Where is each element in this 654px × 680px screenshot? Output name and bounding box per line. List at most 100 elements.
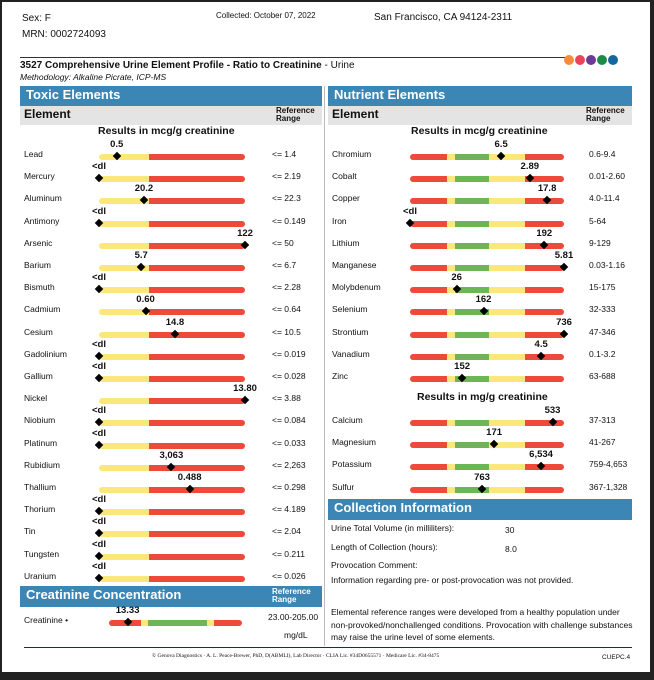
bar-segment (140, 620, 148, 626)
toxic-panel: Toxic Elements Element Reference Range (20, 86, 322, 125)
bar-segment (525, 420, 564, 426)
result-bar (99, 242, 245, 249)
bar-segment (148, 176, 245, 183)
report-title: 3527 Comprehensive Urine Element Profile… (20, 60, 355, 72)
element-row: Tin <dl <= 2.04 (20, 516, 320, 540)
reference-range: <= 2.28 (272, 282, 301, 293)
bar-segment (454, 176, 489, 183)
result-bar (410, 353, 564, 360)
reference-range: 37-313 (589, 415, 616, 425)
patient-sex: Sex: F (22, 13, 51, 24)
result-value: 533 (544, 405, 561, 416)
result-bar (99, 309, 245, 316)
result-value: <dl (92, 538, 106, 550)
bar-segment (99, 398, 149, 405)
element-name: Zinc (332, 371, 349, 381)
collection-header: Collection Information (328, 499, 632, 520)
element-name: Uranium (24, 570, 57, 581)
bar-segment (446, 287, 455, 294)
bar-segment (148, 464, 245, 471)
bar-segment (99, 464, 149, 471)
element-col-label: Element (24, 107, 71, 121)
element-row: Magnesium 171 41-267 (328, 427, 628, 451)
bar-segment (454, 353, 489, 360)
bar-segment (446, 464, 455, 471)
report-title-suffix: - Urine (321, 60, 355, 71)
creatinine-unit: mg/dL (284, 630, 308, 640)
result-value: 152 (454, 361, 471, 372)
element-row: Lithium 192 9-129 (328, 227, 628, 252)
bar-segment (99, 331, 149, 338)
result-value: 0.60 (136, 294, 155, 306)
element-name: Copper (332, 193, 360, 204)
bar-segment (148, 353, 245, 360)
bar-segment (446, 154, 455, 160)
element-name: Cadmium (24, 304, 61, 315)
bar-segment (446, 198, 455, 205)
result-value: 0.488 (177, 472, 202, 483)
bar-segment (410, 464, 447, 471)
nutrient-units-mcg: Results in mcg/g creatinine (411, 125, 548, 137)
element-row: Manganese 5.81 0.03-1.16 (328, 250, 628, 274)
bar-segment (148, 487, 245, 493)
bar-segment (148, 154, 245, 160)
element-row: Thorium <dl <= 4.189 (20, 494, 320, 518)
result-value: 4.5 (534, 338, 548, 350)
bar-segment (410, 331, 447, 338)
element-name: Manganese (332, 260, 377, 270)
element-row: Cobalt 2.89 0.01-2.60 (328, 161, 628, 185)
element-name: Aluminum (24, 193, 62, 204)
nutrient-panel: Nutrient Elements Element Reference Range (328, 86, 632, 125)
element-name: Selenium (332, 304, 368, 315)
bar-segment (410, 220, 447, 227)
element-name: Mercury (24, 171, 55, 182)
result-bar (99, 287, 245, 294)
toxic-subheader: Element Reference Range (20, 106, 322, 125)
element-name: Magnesium (332, 437, 376, 448)
bar-segment (148, 398, 245, 405)
reference-note: Elemental reference ranges were develope… (331, 607, 633, 642)
bar-segment (99, 509, 149, 516)
bar-segment (488, 464, 526, 471)
result-value: <dl (92, 205, 106, 217)
reference-range: <= 2.19 (272, 171, 301, 182)
bar-segment (410, 242, 447, 249)
ref-col-label: Reference Range (586, 106, 625, 123)
length-value: 8.0 (505, 544, 517, 554)
report-title-text: 3527 Comprehensive Urine Element Profile… (20, 60, 322, 71)
element-name: Barium (24, 260, 51, 270)
reference-range: <= 2.04 (272, 526, 301, 537)
bar-segment (99, 154, 149, 160)
result-value: 13.80 (233, 383, 257, 395)
element-name: Gadolinium (24, 348, 67, 359)
result-bar (99, 398, 245, 405)
reference-range: 5-64 (589, 215, 607, 226)
bar-segment (454, 154, 489, 160)
element-name: Potassium (332, 459, 372, 470)
reference-range: <= 0.084 (272, 415, 306, 426)
element-row: Sulfur 763 367-1,328 (328, 472, 628, 496)
reference-range: <= 6.7 (272, 260, 297, 270)
bar-segment (454, 309, 489, 316)
result-value: 192 (536, 227, 553, 239)
result-bar (99, 420, 245, 427)
result-value: 0.5 (110, 139, 124, 150)
bar-segment (525, 486, 564, 493)
bar-segment (488, 376, 526, 382)
element-name: Lithium (332, 237, 360, 248)
bar-segment (148, 265, 245, 271)
bar-segment (99, 575, 149, 582)
methodology: Methodology: Alkaline Picrate, ICP-MS (20, 72, 167, 82)
bar-segment (446, 220, 455, 227)
reference-range: <= 1.4 (272, 149, 297, 159)
bar-segment (454, 198, 489, 205)
bar-segment (525, 353, 564, 360)
bar-segment (148, 442, 245, 449)
reference-range: <= 0.026 (272, 570, 306, 581)
reference-range: 367-1,328 (589, 481, 628, 492)
reference-range: 23.00-205.00 (268, 612, 319, 622)
result-value: <dl (92, 427, 106, 439)
bar-segment (99, 198, 149, 205)
bar-segment (410, 176, 447, 183)
provocation-comment: Information regarding pre- or post-provo… (331, 575, 574, 585)
